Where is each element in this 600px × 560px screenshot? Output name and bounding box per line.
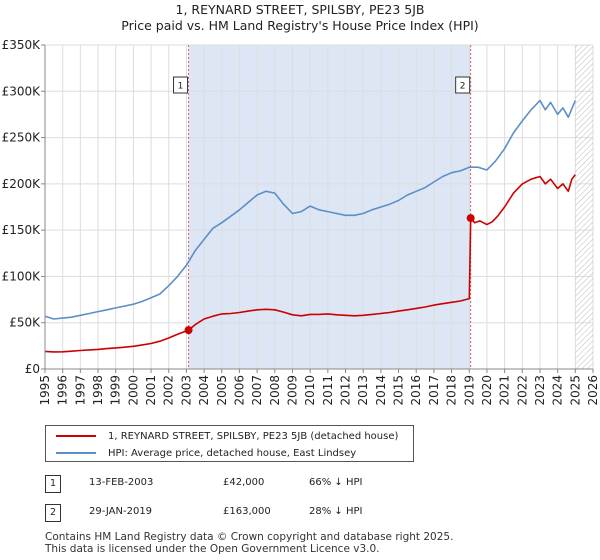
y-tick-label: £350K — [2, 38, 42, 52]
x-tick-label: 2007 — [250, 375, 264, 406]
x-tick-label: 2013 — [356, 375, 370, 406]
sale-2-point — [466, 214, 475, 223]
y-tick-label: £0 — [25, 362, 40, 376]
chart-title: 1, REYNARD STREET, SPILSBY, PE23 5JB Pri… — [0, 2, 600, 34]
x-tick-label: 1998 — [91, 375, 105, 406]
footer-copyright: Contains HM Land Registry data © Crown c… — [45, 531, 454, 543]
x-tick-label: 2023 — [533, 375, 547, 406]
x-tick-label: 1995 — [38, 375, 52, 406]
x-tick-label: 2025 — [568, 375, 582, 406]
x-tick-label: 2004 — [197, 375, 211, 406]
sale-row-2: 2 29-JAN-2019 £163,000 28% ↓ HPI — [45, 504, 405, 522]
sale-marker-badge: 1 — [45, 475, 61, 493]
x-tick-label: 2006 — [232, 375, 246, 406]
sale-marker-number: 1 — [178, 82, 184, 92]
x-tick-label: 2015 — [392, 375, 406, 406]
sale-1-marker: 1 — [173, 76, 189, 94]
forecast-hatch — [575, 45, 593, 369]
sale-1-point — [184, 326, 193, 335]
y-tick-label: £150K — [2, 223, 42, 237]
x-tick-label: 2002 — [162, 375, 176, 406]
footer: Contains HM Land Registry data © Crown c… — [45, 531, 453, 555]
chart-title-line: 1, REYNARD STREET, SPILSBY, PE23 5JB — [175, 2, 425, 17]
sale-date: 29-JAN-2019 — [89, 506, 153, 517]
sale-hpi-diff: 28% ↓ HPI — [309, 506, 363, 517]
chart-subtitle: Price paid vs. HM Land Registry's House … — [121, 18, 479, 33]
sale-marker-number: 2 — [460, 82, 466, 92]
sale-2-marker: 2 — [455, 76, 471, 94]
x-tick-label: 2017 — [427, 375, 441, 406]
x-tick-label: 1999 — [109, 375, 123, 406]
x-tick-label: 2022 — [515, 375, 529, 406]
y-tick-label: £200K — [2, 177, 42, 191]
x-tick-label: 2020 — [480, 375, 494, 406]
sale-marker-box — [173, 76, 189, 94]
x-tick-label: 2024 — [551, 375, 565, 406]
sale-price: £42,000 — [223, 477, 265, 488]
x-tick-label: 2011 — [321, 375, 335, 406]
legend-label-property: 1, REYNARD STREET, SPILSBY, PE23 5JB (de… — [108, 430, 399, 442]
x-tick-label: 2009 — [285, 375, 299, 406]
sale-hpi-diff: 66% ↓ HPI — [309, 477, 363, 488]
legend: 1, REYNARD STREET, SPILSBY, PE23 5JB (de… — [45, 425, 414, 462]
legend-label-hpi: HPI: Average price, detached house, East… — [108, 447, 357, 459]
sale-marker-badge: 2 — [45, 504, 61, 522]
legend-swatch-property — [56, 435, 96, 437]
x-tick-label: 2014 — [374, 375, 388, 406]
y-tick-label: £50K — [9, 316, 41, 330]
x-tick-label: 2010 — [303, 375, 317, 406]
legend-swatch-hpi — [56, 452, 96, 454]
x-tick-label: 1997 — [73, 375, 87, 406]
x-tick-label: 2003 — [179, 375, 193, 406]
x-tick-label: 2021 — [498, 375, 512, 406]
legend-item-hpi: HPI: Average price, detached house, East… — [56, 445, 356, 461]
ownership-period-shade — [188, 45, 471, 369]
x-tick-label: 2008 — [268, 375, 282, 406]
x-tick-label: 2018 — [445, 375, 459, 406]
x-tick-label: 2001 — [144, 375, 158, 406]
sale-date: 13-FEB-2003 — [89, 477, 154, 488]
x-tick-label: 2012 — [339, 375, 353, 406]
x-tick-label: 1996 — [56, 375, 70, 406]
x-tick-label: 2016 — [409, 375, 423, 406]
footer-licence: This data is licensed under the Open Gov… — [45, 543, 380, 555]
sale-marker-box — [455, 76, 471, 94]
hpi-series-line — [44, 99, 577, 320]
x-tick-label: 2026 — [586, 375, 600, 406]
x-tick-label: 2005 — [215, 375, 229, 406]
sale-row-1: 1 13-FEB-2003 £42,000 66% ↓ HPI — [45, 475, 405, 493]
y-tick-label: £250K — [2, 131, 42, 145]
sale-price: £163,000 — [223, 506, 271, 517]
property-series-line — [44, 174, 576, 353]
y-tick-label: £100K — [2, 269, 42, 283]
x-tick-label: 2000 — [126, 375, 140, 406]
y-tick-label: £300K — [2, 84, 42, 98]
x-tick-label: 2019 — [462, 375, 476, 406]
legend-item-property: 1, REYNARD STREET, SPILSBY, PE23 5JB (de… — [56, 428, 398, 444]
